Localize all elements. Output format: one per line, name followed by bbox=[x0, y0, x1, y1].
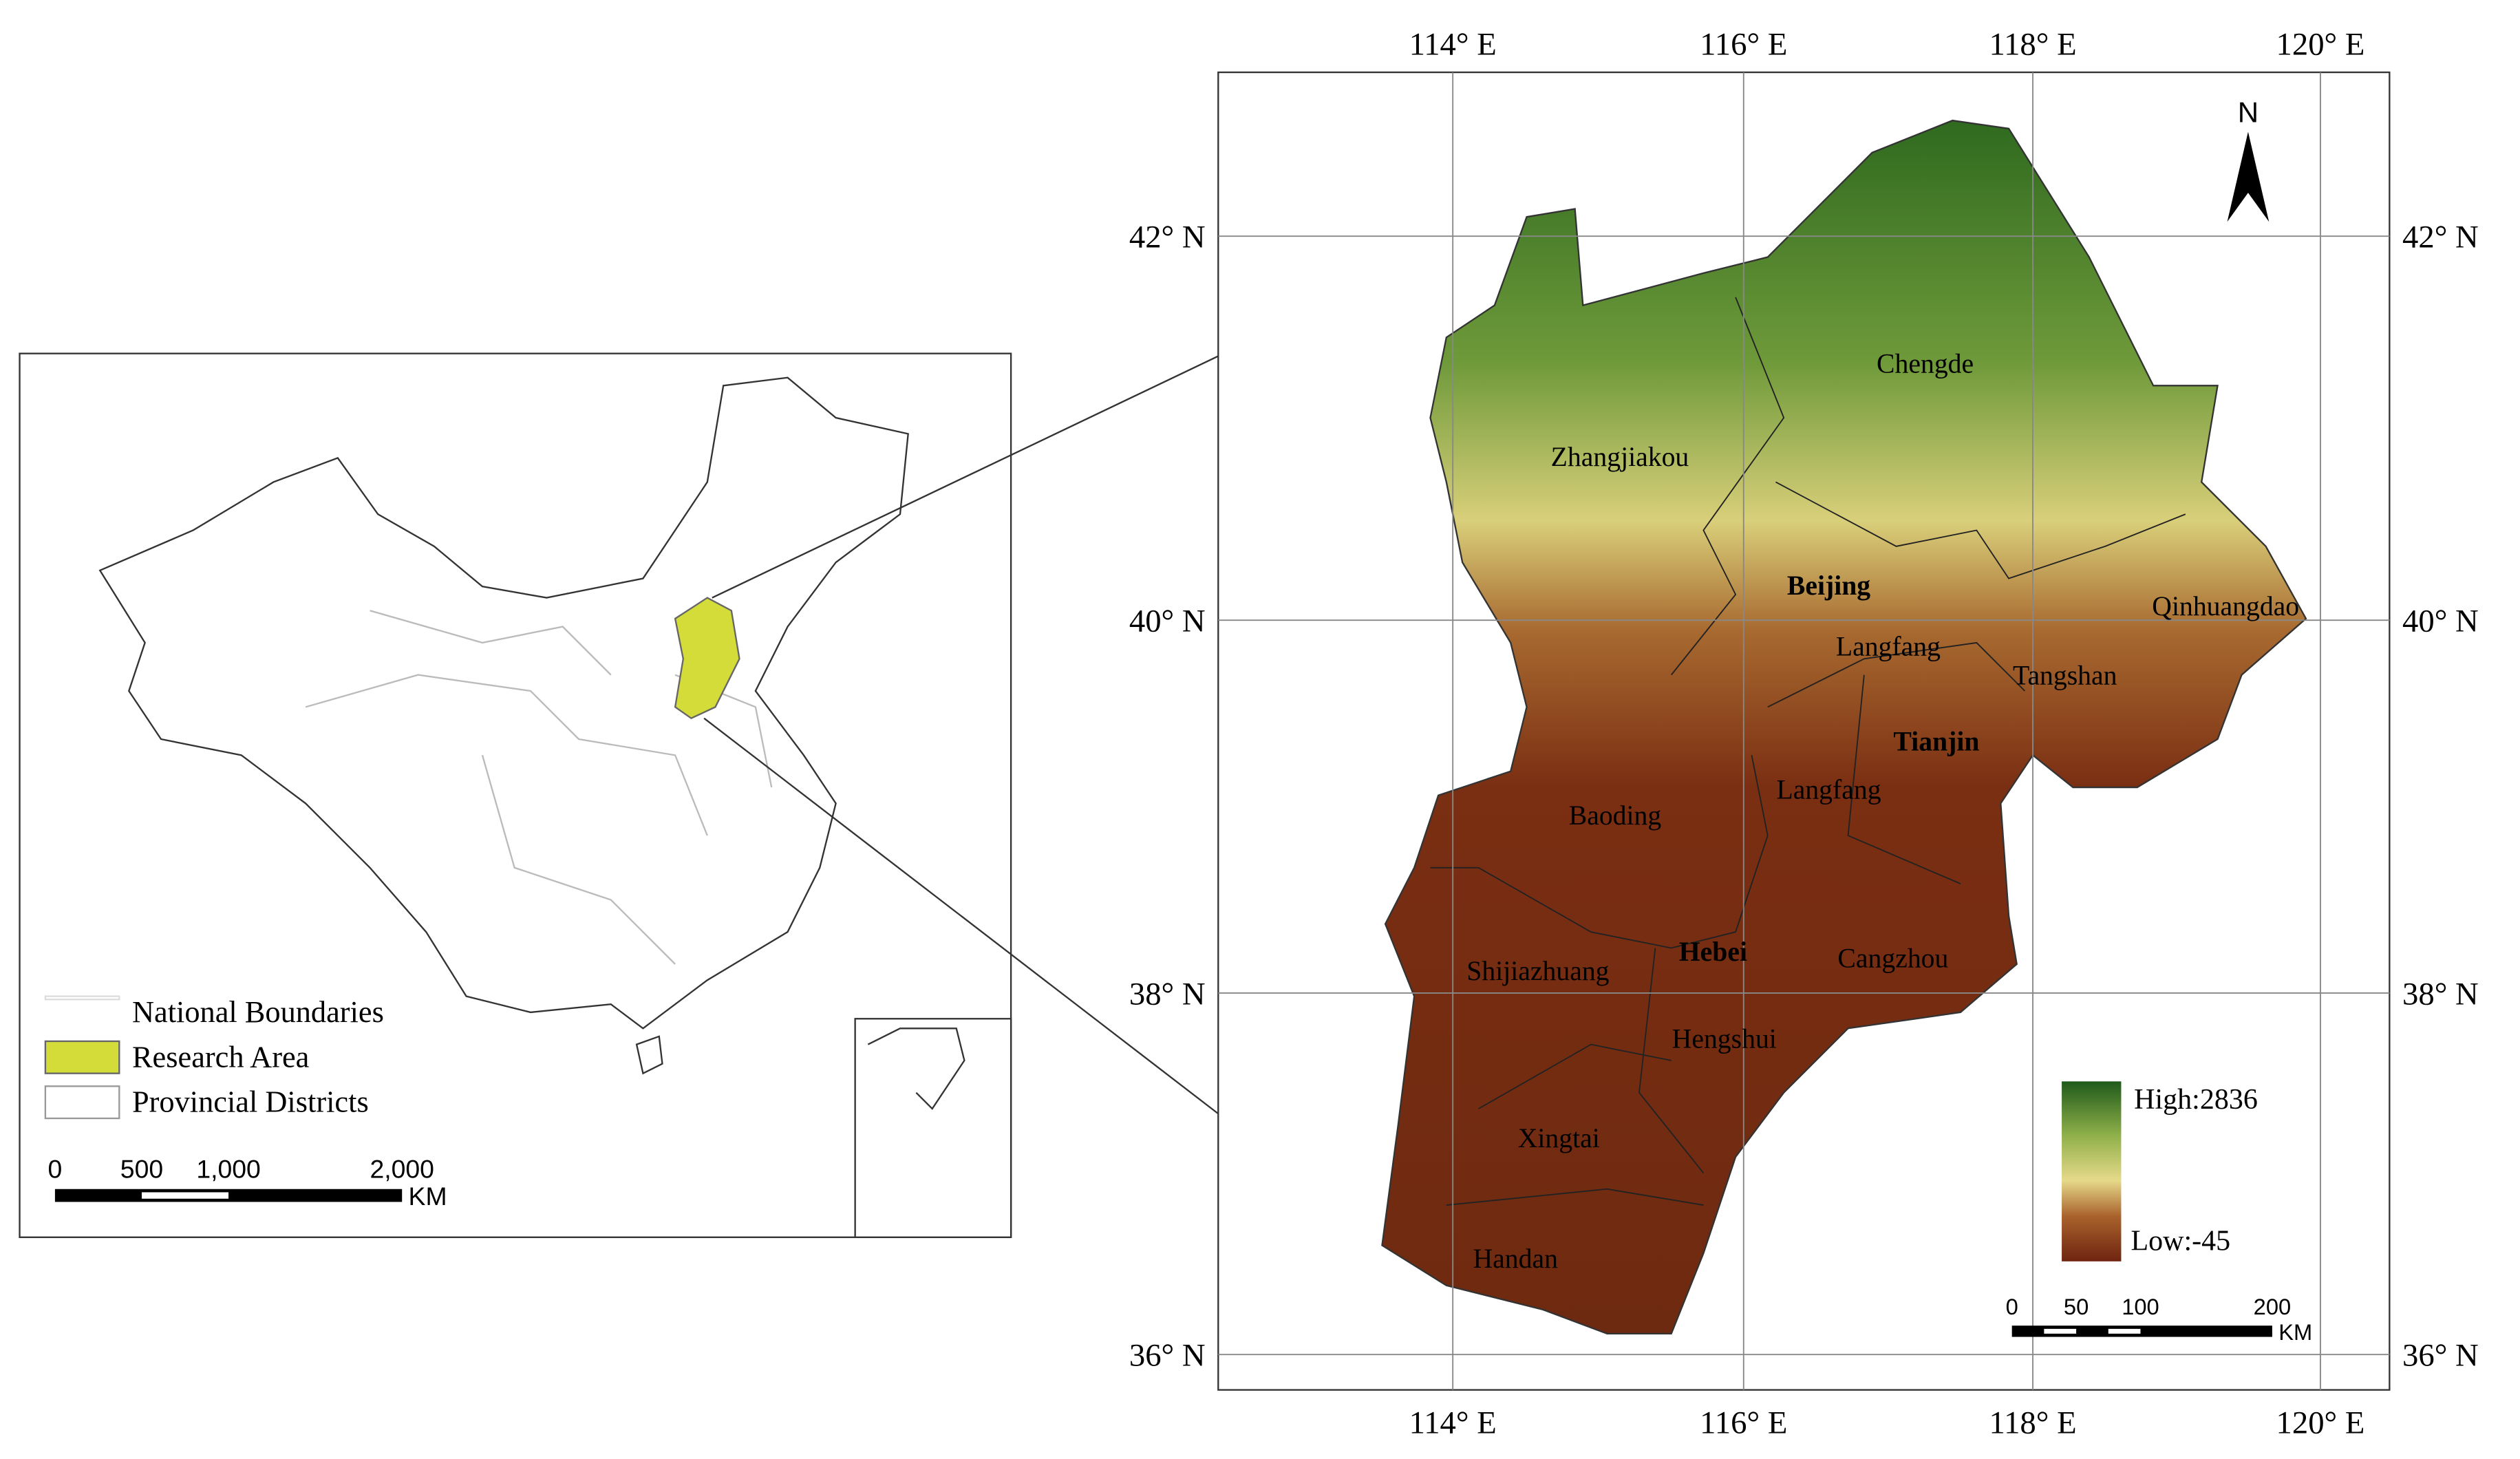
legend-swatch bbox=[44, 1085, 120, 1120]
city-label: Shijiazhuang bbox=[1466, 956, 1609, 986]
city-label: Tangshan bbox=[2013, 661, 2117, 691]
city-label: Langfang bbox=[1836, 632, 1941, 662]
city-label: Beijing bbox=[1787, 571, 1870, 601]
hainan bbox=[635, 1035, 663, 1075]
south-sea-inset bbox=[854, 1018, 1012, 1238]
scale-unit: KM bbox=[2278, 1319, 2312, 1345]
legend-label: Research Area bbox=[132, 1039, 310, 1074]
city-label: Hebei bbox=[1679, 937, 1747, 967]
scale-label: 1,000 bbox=[196, 1154, 260, 1183]
lat-label: 42° N bbox=[2402, 220, 2479, 255]
lat-label: 38° N bbox=[2402, 976, 2479, 1012]
lon-label: 118° E bbox=[1989, 26, 2076, 62]
china-outline bbox=[98, 376, 909, 1030]
scale-bar bbox=[2011, 1325, 2272, 1337]
scale-label: 0 bbox=[48, 1154, 63, 1183]
scale-label: 0 bbox=[2006, 1294, 2018, 1319]
legend-label: Provincial Districts bbox=[132, 1085, 369, 1119]
north-label: N bbox=[2238, 96, 2259, 128]
lat-label: 42° N bbox=[1129, 220, 1206, 255]
legend-swatch bbox=[44, 1040, 120, 1074]
legend-label: National Boundaries bbox=[132, 994, 384, 1029]
scale-bar bbox=[2044, 1328, 2077, 1334]
lon-label: 120° E bbox=[2276, 26, 2365, 62]
lat-label: 38° N bbox=[1129, 976, 1206, 1012]
scale-label: 200 bbox=[2254, 1294, 2292, 1319]
lat-label: 36° N bbox=[1129, 1338, 1206, 1374]
legend-swatch bbox=[44, 995, 120, 1001]
scale-label: 2,000 bbox=[370, 1154, 434, 1183]
city-label: Xingtai bbox=[1518, 1123, 1600, 1153]
lat-label: 40° N bbox=[1129, 604, 1206, 639]
inset-coast bbox=[867, 1027, 965, 1110]
study-region bbox=[1381, 119, 2307, 1335]
north-arrow bbox=[2227, 131, 2270, 222]
scale-label: 500 bbox=[120, 1154, 163, 1183]
lon-label: 116° E bbox=[1700, 26, 1787, 62]
city-label: Cangzhou bbox=[1837, 944, 1948, 974]
lon-label: 116° E bbox=[1700, 1405, 1787, 1441]
scale-bar bbox=[2108, 1328, 2141, 1334]
scale-unit: KM bbox=[409, 1182, 447, 1211]
scale-label: 50 bbox=[2064, 1294, 2089, 1319]
research-area bbox=[674, 597, 740, 719]
city-label: Handan bbox=[1473, 1244, 1559, 1274]
lat-label: 36° N bbox=[2402, 1338, 2479, 1374]
city-label: Chengde bbox=[1877, 349, 1974, 379]
legend-high: High:2836 bbox=[2134, 1084, 2258, 1116]
lon-label: 120° E bbox=[2276, 1405, 2365, 1441]
lon-label: 114° E bbox=[1409, 1405, 1497, 1441]
city-label: Hengshui bbox=[1672, 1023, 1777, 1054]
provincial-boundaries bbox=[305, 610, 773, 965]
scale-label: 100 bbox=[2122, 1294, 2159, 1319]
legend-ramp bbox=[2062, 1081, 2122, 1261]
city-label: Zhangjiakou bbox=[1551, 442, 1689, 472]
legend-low: Low:-45 bbox=[2131, 1225, 2230, 1257]
city-label: Langfang bbox=[1776, 774, 1881, 805]
lon-label: 114° E bbox=[1409, 26, 1497, 62]
district-boundaries bbox=[1430, 297, 2186, 1206]
city-label: Tianjin bbox=[1893, 726, 1979, 756]
lon-label: 118° E bbox=[1989, 1405, 2076, 1441]
scale-bar bbox=[141, 1192, 229, 1199]
city-label: Qinhuangdao bbox=[2152, 591, 2299, 621]
lat-label: 40° N bbox=[2402, 604, 2479, 639]
city-label: Baoding bbox=[1569, 800, 1662, 831]
